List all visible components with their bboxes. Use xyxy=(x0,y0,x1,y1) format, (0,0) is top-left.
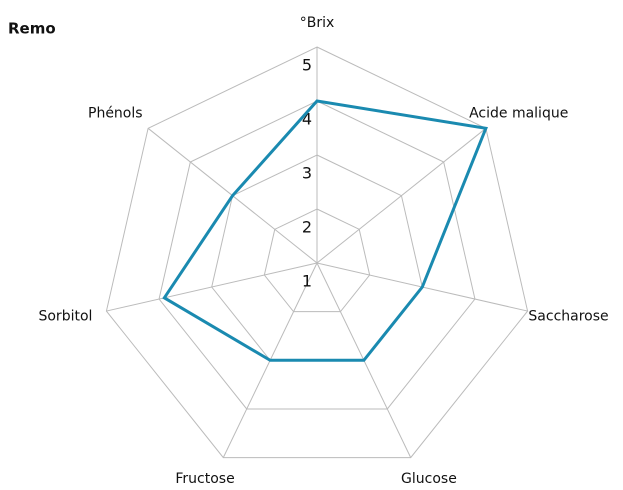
tick-label: 5 xyxy=(302,56,312,75)
category-label: Sorbitol xyxy=(38,308,92,324)
tick-label: 2 xyxy=(302,218,312,237)
tick-label: 3 xyxy=(302,164,312,183)
category-label: Fructose xyxy=(175,471,234,486)
chart-title: Remo xyxy=(8,20,56,38)
category-label: Phénols xyxy=(88,105,143,121)
category-label: Saccharose xyxy=(528,308,608,324)
category-label: Acide malique xyxy=(469,105,568,121)
category-label: °Brix xyxy=(300,15,335,31)
category-label: Glucose xyxy=(401,471,457,486)
axis-spoke xyxy=(106,262,318,312)
tick-label: 1 xyxy=(302,272,312,291)
tick-label: 4 xyxy=(302,110,312,129)
grid-ring xyxy=(158,100,476,410)
series-line xyxy=(162,99,488,362)
grid-ring xyxy=(263,208,371,313)
axis-spoke xyxy=(316,127,487,264)
grid-ring xyxy=(105,46,529,459)
